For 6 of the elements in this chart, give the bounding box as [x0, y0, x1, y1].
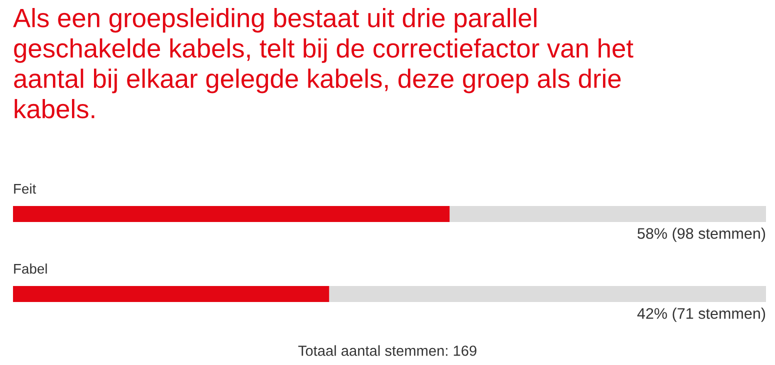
chart-title: Als een groepsleiding bestaat uit drie parallel geschakelde kabels, telt bij de correctiefactor van het aantal bij elkaar gelegde kabels, deze groep als drie kabels.	[13, 8, 634, 118]
annotation: 42% (71 stemmen)	[637, 308, 766, 322]
y-tick-label: Fabel	[14, 264, 47, 274]
text: Totaal aantal stemmen: 169	[298, 345, 476, 356]
y-tick-label: Feit	[14, 184, 36, 194]
annotation: 58% (98 stemmen)	[638, 228, 766, 242]
